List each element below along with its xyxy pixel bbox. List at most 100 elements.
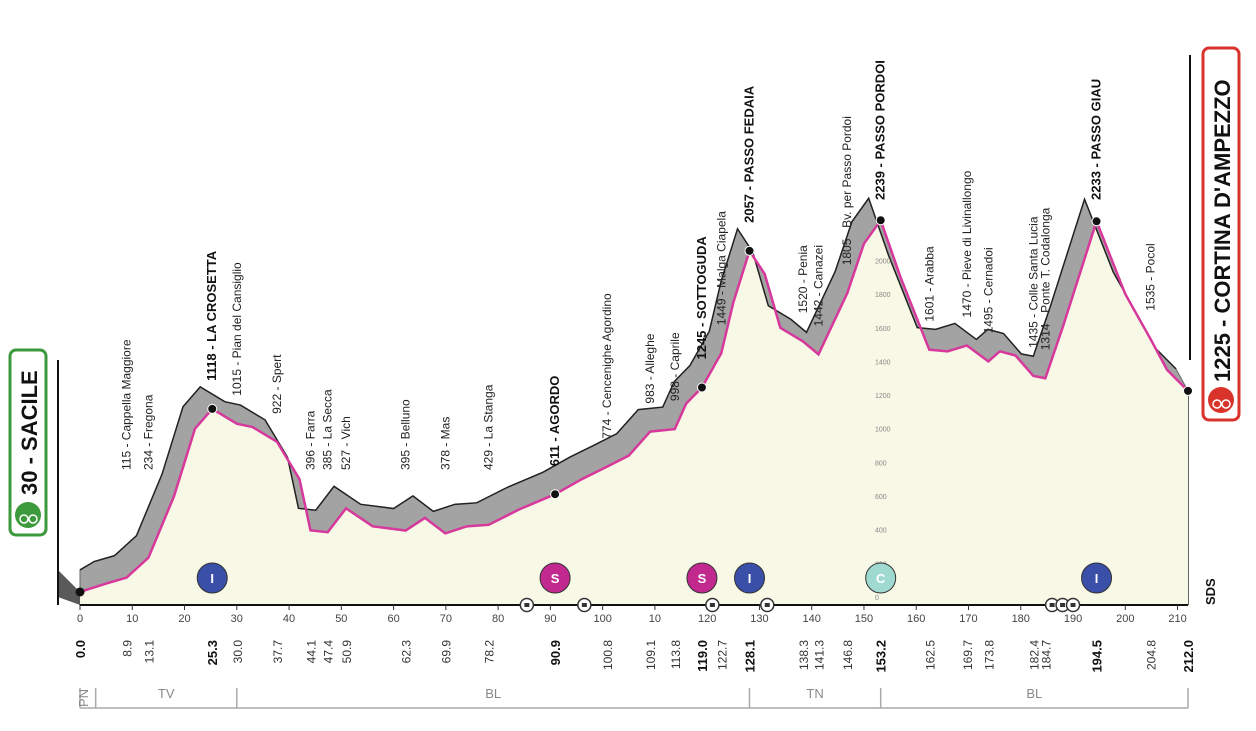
x-tick-label: 10 — [126, 613, 138, 625]
sprint-badge-symbol: S — [551, 571, 560, 586]
province-band: PN TV BL TN BL — [76, 686, 1189, 709]
km-marker-label: 30.0 — [231, 640, 245, 664]
x-tick-label: 60 — [387, 613, 399, 625]
x-tick-label: 0 — [77, 613, 83, 625]
place-label: 1495 - Cernadoi — [981, 247, 995, 333]
province-code: PN — [76, 689, 91, 707]
km-marker-label: 100.8 — [601, 640, 615, 670]
place-label: 115 - Cappella Maggiore — [120, 339, 134, 470]
km-marker-label: 128.1 — [743, 640, 758, 673]
km-axis: 0 10 20 30 40 50 60 70 80 90 100 10 120 130 140 150 160 1… — [73, 604, 1196, 673]
place-label: 1601 - Arabba — [922, 246, 936, 322]
intermediate-sprint-badge-circle — [1081, 562, 1113, 594]
tunnel-icons: SDS — [519, 578, 1218, 613]
km-marker-label: 25.3 — [205, 640, 220, 665]
x-tick-label: 90 — [544, 613, 556, 625]
km-marker-label: 169.7 — [961, 640, 975, 670]
stage-endpoints: 30 - SACILE 1225 - CORTINA D'AMPEZZO — [8, 46, 1241, 605]
km-marker-label: 212.0 — [1181, 640, 1196, 673]
x-tick-label: 120 — [698, 613, 716, 625]
km-marker-label: 182.4 — [1027, 640, 1041, 670]
place-label: 2057 - PASSO FEDAIA — [742, 85, 757, 223]
place-label: 1118 - LA CROSETTA — [204, 250, 219, 381]
km-marker-label: 78.2 — [483, 640, 497, 664]
feed-zone-badge-circle — [865, 562, 897, 594]
profile-area — [58, 196, 1189, 605]
finish-box — [1201, 46, 1241, 422]
altitude-tick-label: 1800 — [875, 292, 891, 299]
waypoint-dot — [550, 489, 561, 500]
km-marker-label: 141.3 — [812, 640, 826, 670]
place-label: 1245 - SOTTOGUDA — [694, 236, 709, 360]
place-label: 1535 - Pocol — [1143, 243, 1157, 310]
x-tick-label: 140 — [803, 613, 821, 625]
tunnel-icon-core — [1060, 603, 1066, 607]
km-marker-label: 50.9 — [340, 640, 354, 664]
place-label: 378 - Mas — [438, 417, 452, 470]
profile-fill — [80, 220, 1188, 605]
province-code: TV — [158, 686, 175, 701]
sprint-badge-circle — [686, 562, 718, 594]
place-label: 527 - Vich — [339, 416, 353, 470]
place-label: 983 - Alleghe — [643, 333, 657, 403]
km-marker-label: 62.3 — [400, 640, 414, 664]
km-marker-label: 146.8 — [841, 640, 855, 670]
intermediate-sprint-badge-circle — [196, 562, 228, 594]
km-marker-label: 173.8 — [982, 640, 996, 670]
altitude-tick-label: 0 — [875, 595, 879, 602]
start-label: 30 - SACILE — [17, 370, 42, 495]
km-marker-label: 37.7 — [271, 640, 285, 664]
x-tick-label: 70 — [440, 613, 452, 625]
start-cyclist-icon — [15, 502, 41, 528]
place-label: 1449 - Malga Ciapela — [714, 211, 728, 325]
x-tick-label: 130 — [750, 613, 768, 625]
tunnel-icon-core — [581, 603, 587, 607]
waypoint-dot — [1183, 385, 1193, 396]
km-marker-label: 69.9 — [439, 640, 453, 664]
km-marker-label: 204.8 — [1144, 640, 1158, 670]
tunnel-icon-core — [524, 603, 530, 607]
x-tick-label: 50 — [335, 613, 347, 625]
finish-cyclist-wheels — [1212, 399, 1231, 409]
x-tick-label: 10 — [649, 613, 661, 625]
x-tick-label: 180 — [1012, 613, 1030, 625]
altitude-tick-label: 1400 — [875, 359, 891, 366]
km-marker-label: 113.8 — [669, 640, 683, 669]
x-tick-label: 200 — [1116, 613, 1134, 625]
place-label: 1015 - Pian del Cansiglio — [230, 262, 244, 396]
altitude-tick-label: 1000 — [875, 427, 891, 434]
km-marker-label: 153.2 — [874, 640, 889, 673]
place-label: 2233 - PASSO GIAU — [1089, 79, 1104, 200]
province-code: BL — [485, 686, 501, 701]
place-label: 922 - Spert — [270, 354, 284, 414]
place-label: 2239 - PASSO PORDOI — [873, 60, 888, 200]
place-label: 429 - La Stanga — [482, 384, 496, 470]
altitude-tick-label: 1200 — [875, 393, 891, 400]
profile-line — [79, 217, 1189, 594]
km-marker-label: 13.1 — [142, 640, 156, 664]
km-marker-label: 90.9 — [548, 640, 563, 665]
tunnel-icon-core — [764, 603, 770, 607]
place-label: 395 - Belluno — [399, 399, 413, 470]
start-wall — [58, 569, 80, 605]
x-tick-label: 80 — [492, 613, 504, 625]
intermediate-sprint-badge-symbol: I — [748, 571, 752, 586]
waypoint-dot — [744, 245, 755, 256]
x-tick-label: 210 — [1168, 613, 1186, 625]
waypoint-dot — [75, 587, 85, 597]
x-tick-label: 150 — [855, 613, 873, 625]
altitude-tick-label: 600 — [875, 494, 887, 501]
altitude-tick-label: 400 — [875, 528, 887, 535]
place-label: 1442 - Canazei — [811, 245, 825, 326]
waypoint-dot — [207, 403, 218, 414]
place-label: 396 - Farra — [303, 410, 317, 470]
x-tick-label: 20 — [178, 613, 190, 625]
tunnel-icon-core — [1049, 603, 1055, 607]
feed-zone-badge-symbol: C — [876, 571, 886, 586]
province-code: BL — [1026, 686, 1042, 701]
place-label: 998 - Caprile — [668, 332, 682, 401]
km-marker-label: 122.7 — [715, 640, 729, 670]
intermediate-sprint-badge-symbol: I — [1095, 571, 1099, 586]
km-marker-label: 0.0 — [73, 640, 88, 658]
x-tick-label: 40 — [283, 613, 295, 625]
